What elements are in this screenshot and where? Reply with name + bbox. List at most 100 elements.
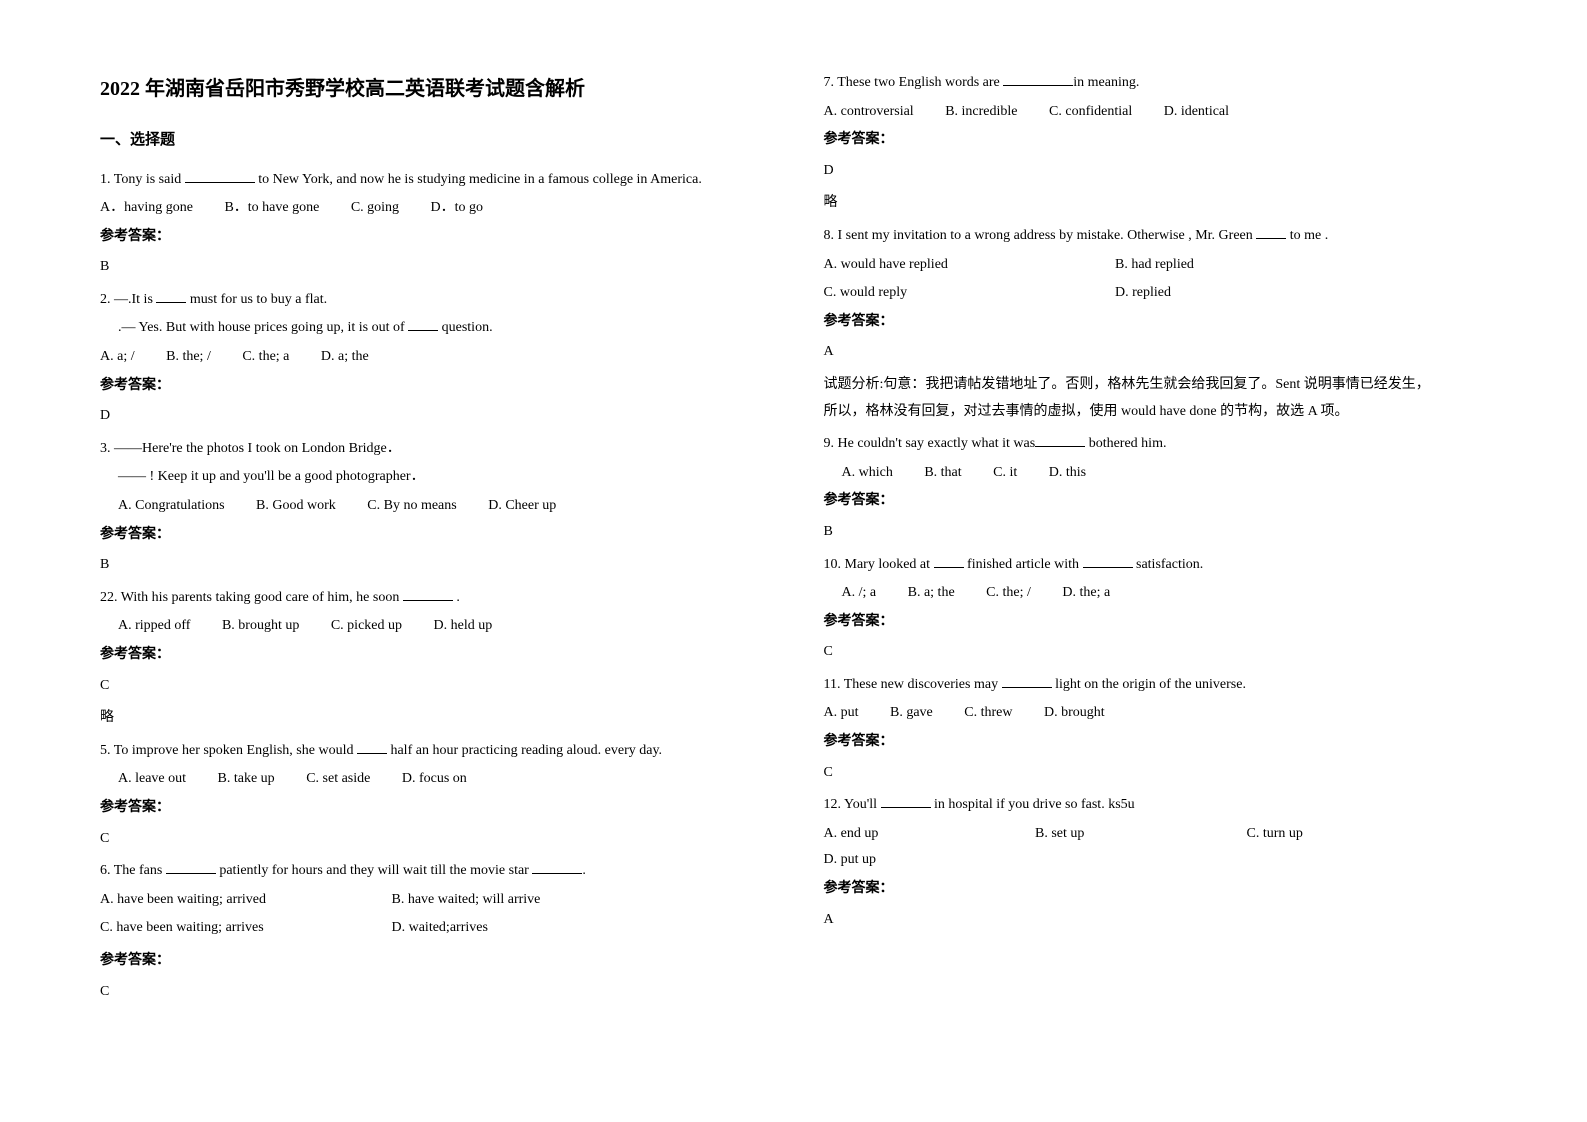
q12-opt-b: B. set up xyxy=(1035,821,1215,848)
q7-text-a: 7. These two English words are xyxy=(824,75,1004,90)
q10-answer: C xyxy=(824,639,1488,666)
q3-opt-a: A. Congratulations xyxy=(118,493,225,520)
q8-answer: A xyxy=(824,339,1488,366)
answer-label: 参考答案： xyxy=(824,609,1488,636)
q8-explain-1: 试题分析:句意：我把请帖发错地址了。否则，格林先生就会给我回复了。Sent 说明… xyxy=(824,372,1488,399)
blank xyxy=(1256,225,1286,239)
q5-opt-d: D. focus on xyxy=(402,766,467,793)
q5-opt-c: C. set aside xyxy=(306,766,370,793)
answer-label: 参考答案： xyxy=(824,729,1488,756)
question-2: 2. —.It is must for us to buy a flat. .—… xyxy=(100,287,764,430)
question-5: 5. To improve her spoken English, she wo… xyxy=(100,738,764,852)
question-7: 7. These two English words are in meanin… xyxy=(824,70,1488,217)
q9-opt-c: C. it xyxy=(993,460,1017,487)
q10-text-c: satisfaction. xyxy=(1133,557,1204,572)
q3-line2: —— ! Keep it up and you'll be a good pho… xyxy=(100,464,764,491)
blank xyxy=(357,740,387,754)
q8-text: 8. I sent my invitation to a wrong addre… xyxy=(824,223,1488,250)
q6-options-row2: C. have been waiting; arrives D. waited;… xyxy=(100,915,764,942)
q4-text-a: 22. With his parents taking good care of… xyxy=(100,590,403,605)
blank xyxy=(185,169,255,183)
q8-opt-c: C. would reply xyxy=(824,280,1084,307)
q7-opt-a: A. controversial xyxy=(824,99,914,126)
q12-text-a: 12. You'll xyxy=(824,797,881,812)
q2-opt-b: B. the; / xyxy=(166,344,211,371)
question-9: 9. He couldn't say exactly what it was b… xyxy=(824,431,1488,545)
q3-line1: 3. ——Here're the photos I took on London… xyxy=(100,436,764,463)
answer-label: 参考答案： xyxy=(100,224,764,251)
q4-options: A. ripped off B. brought up C. picked up… xyxy=(100,613,764,640)
q1-opt-a: A．having gone xyxy=(100,195,193,222)
q6-options-row1: A. have been waiting; arrived B. have wa… xyxy=(100,887,764,914)
q1-text: 1. Tony is said to New York, and now he … xyxy=(100,167,764,194)
blank xyxy=(1035,433,1085,447)
q2-opt-a: A. a; / xyxy=(100,344,135,371)
q8-explain-2: 所以，格林没有回复，对过去事情的虚拟，使用 would have done 的节… xyxy=(824,399,1488,426)
blank xyxy=(408,317,438,331)
q1-answer: B xyxy=(100,254,764,281)
q9-answer: B xyxy=(824,519,1488,546)
q6-text-c: . xyxy=(582,863,586,878)
q2-opt-d: D. a; the xyxy=(321,344,369,371)
q4-note: 略 xyxy=(100,705,764,732)
q12-opt-a: A. end up xyxy=(824,821,1004,848)
q6-answer-block: 参考答案： C xyxy=(100,948,764,1005)
q6-opt-a: A. have been waiting; arrived xyxy=(100,887,360,914)
blank xyxy=(934,554,964,568)
q4-answer: C xyxy=(100,673,764,700)
q10-opt-c: C. the; / xyxy=(986,580,1031,607)
q7-note: 略 xyxy=(824,190,1488,217)
q11-options: A. put B. gave C. threw D. brought xyxy=(824,700,1488,727)
q9-opt-b: B. that xyxy=(924,460,961,487)
question-12: 12. You'll in hospital if you drive so f… xyxy=(824,792,1488,933)
q4-text-b: . xyxy=(453,590,460,605)
q8-opt-b: B. had replied xyxy=(1115,252,1194,279)
q2-line2-b: question. xyxy=(438,320,492,335)
q12-opt-d: D. put up xyxy=(824,847,877,874)
question-8: 8. I sent my invitation to a wrong addre… xyxy=(824,223,1488,425)
answer-label: 参考答案： xyxy=(824,309,1488,336)
blank xyxy=(881,794,931,808)
q1-text-b: to New York, and now he is studying medi… xyxy=(255,172,702,187)
q4-opt-d: D. held up xyxy=(434,613,493,640)
q5-text-b: half an hour practicing reading aloud. e… xyxy=(387,743,662,758)
q5-opt-a: A. leave out xyxy=(118,766,186,793)
answer-label: 参考答案： xyxy=(100,795,764,822)
q5-answer: C xyxy=(100,826,764,853)
q9-opt-a: A. which xyxy=(842,460,893,487)
q5-options: A. leave out B. take up C. set aside D. … xyxy=(100,766,764,793)
answer-label: 参考答案： xyxy=(100,948,764,975)
q5-opt-b: B. take up xyxy=(218,766,275,793)
q7-options: A. controversial B. incredible C. confid… xyxy=(824,99,1488,126)
blank xyxy=(403,587,453,601)
q8-text-a: 8. I sent my invitation to a wrong addre… xyxy=(824,228,1257,243)
q12-opt-c: C. turn up xyxy=(1247,821,1427,848)
q4-opt-c: C. picked up xyxy=(331,613,402,640)
q3-opt-b: B. Good work xyxy=(256,493,336,520)
q1-text-a: 1. Tony is said xyxy=(100,172,185,187)
q6-opt-c: C. have been waiting; arrives xyxy=(100,915,360,942)
q3-answer: B xyxy=(100,552,764,579)
q6-answer: C xyxy=(100,979,764,1006)
q1-options: A．having gone B．to have gone C. going D．… xyxy=(100,195,764,222)
q6-opt-d: D. waited;arrives xyxy=(392,915,488,942)
q10-options: A. /; a B. a; the C. the; / D. the; a xyxy=(824,580,1488,607)
q4-text: 22. With his parents taking good care of… xyxy=(100,585,764,612)
q12-text: 12. You'll in hospital if you drive so f… xyxy=(824,792,1488,819)
q2-line1: 2. —.It is must for us to buy a flat. xyxy=(100,287,764,314)
answer-label: 参考答案： xyxy=(100,373,764,400)
q1-opt-d: D．to go xyxy=(431,195,484,222)
answer-label: 参考答案： xyxy=(824,127,1488,154)
question-1: 1. Tony is said to New York, and now he … xyxy=(100,167,764,281)
q3-opt-c: C. By no means xyxy=(367,493,456,520)
q7-text-b: in meaning. xyxy=(1073,75,1139,90)
blank xyxy=(166,860,216,874)
question-3: 3. ——Here're the photos I took on London… xyxy=(100,436,764,579)
q8-text-b: to me . xyxy=(1286,228,1328,243)
q2-options: A. a; / B. the; / C. the; a D. a; the xyxy=(100,344,764,371)
q10-opt-d: D. the; a xyxy=(1062,580,1110,607)
question-6: 6. The fans patiently for hours and they… xyxy=(100,858,764,942)
q7-answer: D xyxy=(824,158,1488,185)
q1-opt-b: B．to have gone xyxy=(224,195,319,222)
q7-opt-d: D. identical xyxy=(1164,99,1229,126)
